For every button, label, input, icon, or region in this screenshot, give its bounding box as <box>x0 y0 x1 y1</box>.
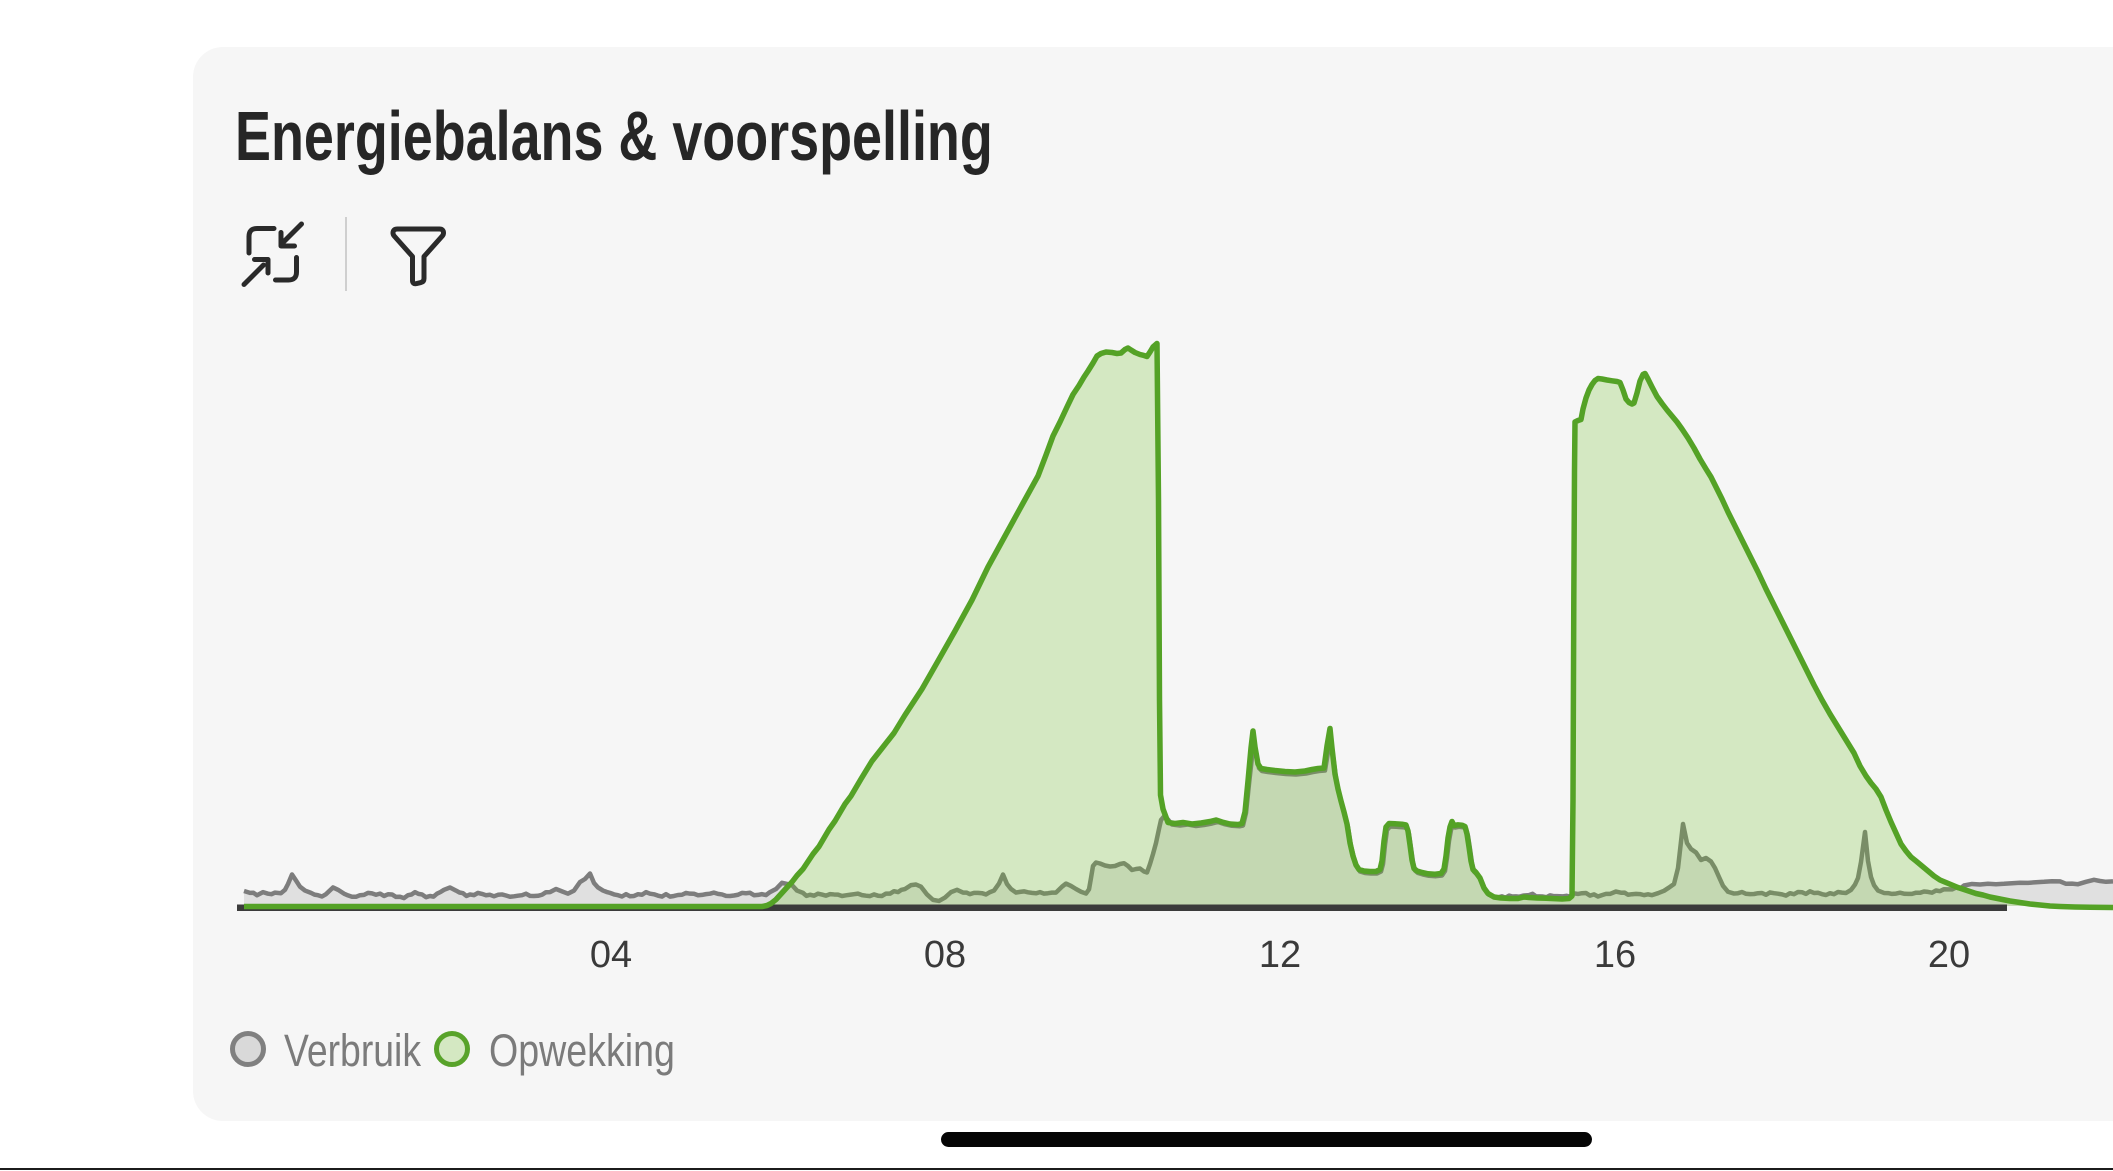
svg-text:20: 20 <box>1928 934 1970 976</box>
svg-text:16: 16 <box>1594 934 1636 976</box>
svg-text:08: 08 <box>924 934 966 976</box>
svg-text:12: 12 <box>1259 934 1301 976</box>
svg-text:04: 04 <box>590 934 632 976</box>
